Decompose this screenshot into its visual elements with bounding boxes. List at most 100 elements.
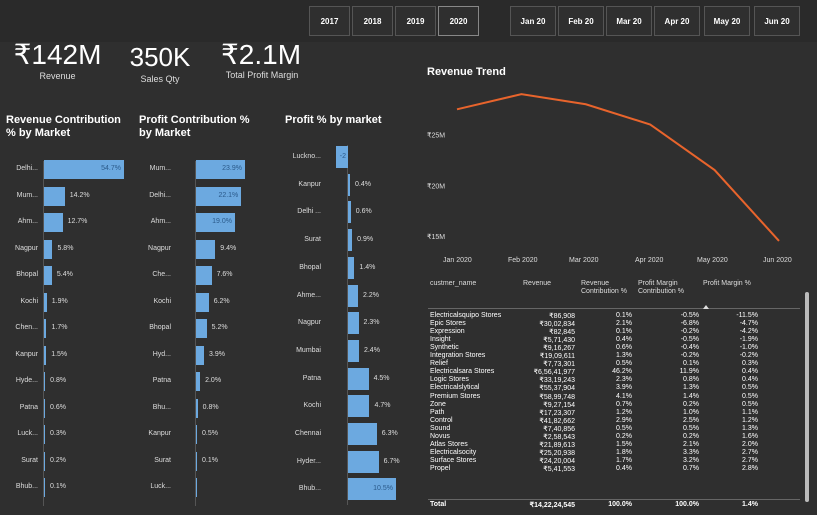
table-cell: 0.7% [683,464,699,472]
revenue_contribution-bar [44,160,124,179]
table-header-3[interactable]: Profit Margin Contribution % [638,280,684,295]
trend-series-line [456,93,780,242]
profit_contribution-value-label: 6.2% [213,297,230,305]
table-header-0[interactable]: custmer_name [430,280,477,287]
table-header-2[interactable]: Revenue Contribution % [581,280,627,295]
table-cell: -11.5% [736,312,758,319]
table-cell: -0.5% [680,336,699,344]
revenue_contribution-bar [44,266,52,285]
revenue_contribution-category-label: Bhopal [16,271,38,278]
table-cell: 1.6% [742,432,758,440]
profit_pct-bar [348,367,369,390]
table-cell: 3.3% [683,448,699,456]
revenue_contribution-category-label: Patna [19,403,38,411]
profit_pct-bar [348,201,351,224]
table-cell: 0.8% [683,376,699,384]
table-cell: 46.2% [612,368,632,376]
table-cell: 1.4% [683,392,699,400]
table-total-divider [428,499,800,500]
year-slicer-2020[interactable]: 2020 [438,6,479,36]
profit_pct-category-label: Kochi [303,402,321,410]
profit_pct-value-label: 10.5% [373,485,393,493]
month-slicer-feb-20[interactable]: Feb 20 [558,6,604,36]
table-scrollbar-thumb[interactable] [805,292,809,502]
profit_contribution-value-label: 2.0% [205,377,222,384]
table-cell: -0.2% [739,352,758,360]
revenue-contribution-title: Revenue Contribution % by Market [6,114,121,139]
table-cell: ₹58,99,748 [539,393,575,401]
table-cell: -0.2% [680,352,699,360]
profit_pct-category-label: Hyder... [296,457,321,465]
profit_contribution-category-label: Luck... [150,483,171,490]
table-cell: 1.8% [616,448,632,456]
table-total-cell: ₹14,22,24,545 [529,502,575,509]
profit_contribution-category-label: Surat [154,456,171,464]
revenue_contribution-bar [44,372,46,391]
table-cell: ₹41,82,662 [539,417,575,425]
profit_contribution-bar [196,451,197,471]
table-cell: 1.2% [616,408,632,416]
sort-arrow-icon[interactable] [703,305,709,309]
table-cell: Propel [430,464,451,472]
table-header-1[interactable]: Revenue [523,280,552,287]
table-cell: 0.2% [616,432,632,440]
year-slicer-2019[interactable]: 2019 [395,6,436,36]
table-cell: Electricalsocity [430,448,477,456]
table-cell: ₹33,19,243 [539,377,575,385]
trend-x-tick-label: Jan 2020 [443,257,472,264]
table-cell: 0.2% [683,400,699,408]
table-cell: Synthetic [430,344,459,352]
table-cell: Expression [430,328,465,336]
month-slicer-jan-20[interactable]: Jan 20 [510,6,556,36]
table-cell: 2.1% [616,320,632,328]
profit_contribution-category-label: Nagpur [148,244,171,252]
profit_pct-value-label: 0.9% [357,236,374,244]
profit_pct-bar [348,478,396,501]
table-cell: -0.5% [680,312,699,319]
table-cell: 2.0% [742,440,758,448]
kpi-sales-qty-label: Sales Qty [140,74,180,84]
table-cell: Relief [430,360,448,368]
profit_pct-bar [348,312,359,335]
table-cell: ₹9,16,267 [543,345,575,353]
table-cell: 11.9% [679,368,699,376]
table-cell: Electricalsara Stores [430,368,495,376]
profit_contribution-bar [196,186,242,206]
profit_pct-category-label: Mumbai [296,346,321,354]
revenue_contribution-value-label: 1.7% [51,324,68,331]
profit_pct-bar [348,450,379,473]
revenue_contribution-category-label: Kochi [20,297,38,305]
month-slicer-jun-20[interactable]: Jun 20 [754,6,800,36]
month-slicer-mar-20[interactable]: Mar 20 [606,6,652,36]
table-cell: Atlas Stores [430,440,468,448]
table-cell: 1.3% [616,352,632,360]
revenue_contribution-category-label: Ahm... [17,218,38,225]
profit_contribution-category-label: Hyd... [152,350,171,358]
profit_contribution-category-label: Che... [152,271,171,278]
revenue_contribution-category-label: Kanpur [15,350,38,358]
revenue_contribution-bar [44,239,53,259]
month-slicer-apr-20[interactable]: Apr 20 [654,6,700,36]
table-cell: 0.5% [742,384,758,392]
table-cell: 0.5% [616,424,632,432]
table-cell: ₹21,89,613 [539,441,575,449]
kpi-revenue-value: ₹142M [13,39,102,70]
revenue_contribution-value-label: 5.4% [56,271,73,278]
profit_contribution-value-label: 3.9% [208,350,225,358]
revenue_contribution-category-label: Hyde... [15,377,38,384]
profit_contribution-bar [196,425,198,444]
table-header-4[interactable]: Profit Margin % [703,280,751,287]
revenue-trend-title: Revenue Trend [427,66,506,78]
table-total-cell: Total [430,501,447,508]
kpi-profit-margin-label: Total Profit Margin [225,70,299,80]
profit_contribution-value-label: 5.2% [211,324,228,331]
table-cell: 0.1% [616,328,632,336]
month-slicer-may-20[interactable]: May 20 [704,6,750,36]
year-slicer-2017[interactable]: 2017 [309,6,350,36]
revenue_contribution-bar [44,186,65,206]
revenue_contribution-bar [44,345,47,365]
year-slicer-2018[interactable]: 2018 [352,6,393,36]
profit_contribution-category-label: Delhi... [149,191,171,199]
profit_contribution-bar [196,292,209,312]
profit_pct-category-label: Patna [302,374,321,382]
